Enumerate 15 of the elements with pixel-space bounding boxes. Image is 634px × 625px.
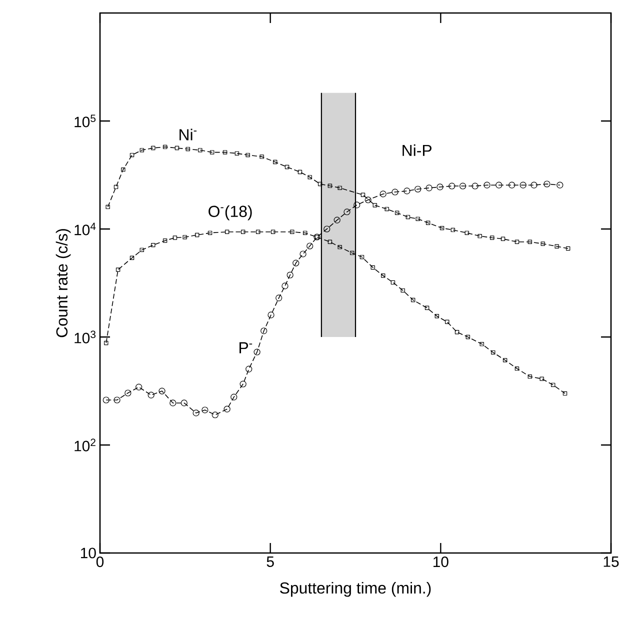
y-tick-label: 10 (81, 548, 96, 558)
x-tick-label: 10 (434, 556, 448, 568)
annotation: Ni-P (402, 144, 432, 156)
series-label: P$^{-}$ (240, 342, 252, 354)
x-tick-label: 15 (604, 556, 619, 567)
series-label: O$^{-}$(18) (208, 205, 252, 220)
x-tick-label: 5 (266, 556, 274, 567)
x-tick-label: 0 (96, 556, 104, 568)
y-tick-label: 10$^{2}$ (74, 438, 96, 452)
y-tick-label: 10$^{4}$ (74, 222, 96, 236)
y-axis-title: Count rate (c/s) (56, 229, 71, 338)
series-label: Ni$^{-}$ (180, 128, 197, 140)
x-axis-title: Sputtering time (min.) (280, 582, 431, 597)
y-tick-label: 10$^{5}$ (74, 114, 96, 128)
y-tick-label: 10$^{3}$ (74, 330, 96, 344)
